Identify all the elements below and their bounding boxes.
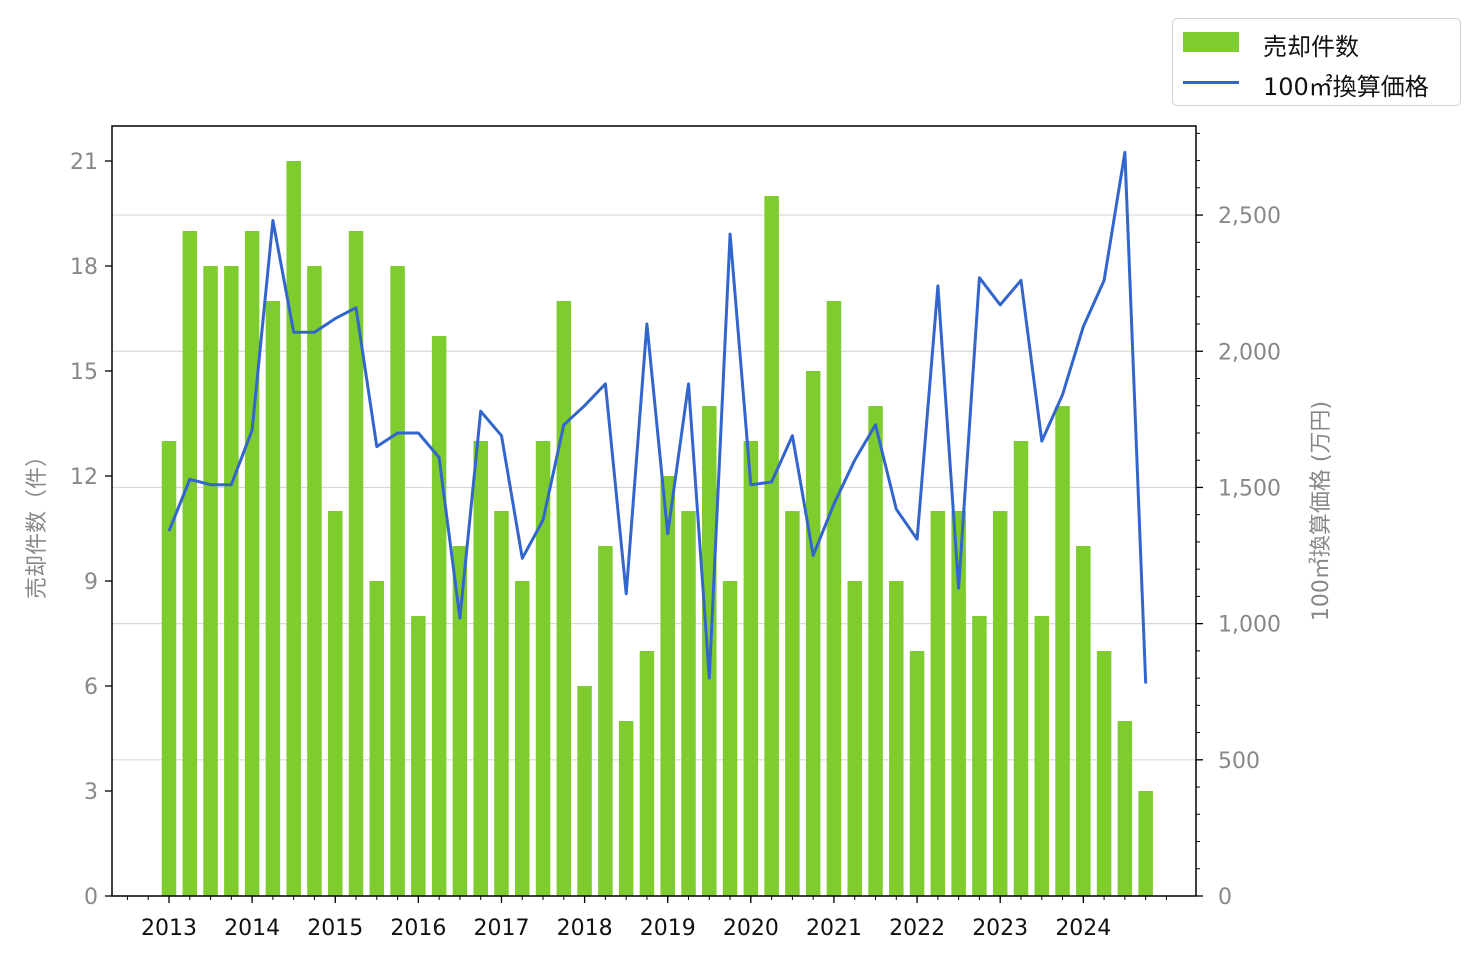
bar bbox=[847, 581, 862, 896]
bar bbox=[556, 301, 572, 896]
bar bbox=[951, 511, 966, 896]
y-right-tick-label: 0 bbox=[1218, 885, 1232, 910]
bar bbox=[930, 511, 946, 896]
y-left-tick-label: 18 bbox=[70, 255, 98, 280]
bar bbox=[1034, 616, 1050, 896]
bar bbox=[1076, 546, 1091, 896]
bar bbox=[868, 406, 883, 896]
bar bbox=[203, 266, 218, 896]
y-left-tick-label: 6 bbox=[84, 675, 98, 700]
x-tick-label: 2022 bbox=[889, 916, 945, 941]
y-right-tick-label: 2,500 bbox=[1218, 204, 1281, 229]
x-tick-label: 2014 bbox=[224, 916, 280, 941]
bar bbox=[369, 581, 385, 896]
bar bbox=[972, 616, 987, 896]
bar bbox=[411, 616, 426, 896]
bar bbox=[494, 511, 509, 896]
y-left-tick-label: 9 bbox=[84, 570, 98, 595]
x-tick-label: 2021 bbox=[806, 916, 862, 941]
y-right-tick-label: 2,000 bbox=[1218, 340, 1281, 365]
bar bbox=[681, 511, 696, 896]
bar bbox=[224, 266, 239, 896]
bar bbox=[618, 721, 634, 896]
bar bbox=[473, 441, 488, 896]
bar bbox=[805, 371, 821, 896]
x-tick-label: 2024 bbox=[1055, 916, 1111, 941]
bar bbox=[826, 301, 842, 896]
legend: 売却件数 100㎡換算価格 bbox=[1172, 18, 1461, 106]
bar bbox=[889, 581, 904, 896]
bar bbox=[307, 266, 322, 896]
bar bbox=[722, 581, 738, 896]
y-left-tick-label: 15 bbox=[70, 360, 98, 385]
x-tick-label: 2017 bbox=[473, 916, 529, 941]
x-tick-label: 2015 bbox=[307, 916, 363, 941]
bar bbox=[577, 686, 592, 896]
y-left-tick-label: 3 bbox=[84, 780, 98, 805]
price-line bbox=[167, 150, 1148, 684]
x-tick-label: 2013 bbox=[141, 916, 197, 941]
bar bbox=[161, 441, 177, 896]
x-tick-label: 2018 bbox=[557, 916, 613, 941]
bar bbox=[1055, 406, 1070, 896]
axes: 0 3 6 9 12 15 18 21 0 500 1,000 1,500 2,000 2,500 2013… bbox=[70, 132, 1281, 941]
y-right-tick-label: 500 bbox=[1218, 749, 1260, 774]
bar bbox=[1117, 721, 1133, 896]
bar bbox=[1013, 441, 1029, 896]
bar bbox=[515, 581, 530, 896]
legend-bar-swatch bbox=[1183, 32, 1239, 52]
x-tick-label: 2023 bbox=[972, 916, 1028, 941]
bar bbox=[452, 546, 468, 896]
bar bbox=[1096, 651, 1112, 896]
bar bbox=[598, 546, 613, 896]
bar bbox=[244, 231, 260, 896]
bar bbox=[431, 336, 447, 896]
y-right-label: 100㎡換算価格 (万円) bbox=[1308, 401, 1334, 621]
x-tick-label: 2016 bbox=[390, 916, 446, 941]
plot-frame bbox=[111, 125, 1197, 897]
legend-line-swatch bbox=[1183, 81, 1239, 84]
bar bbox=[660, 476, 675, 896]
y-left-label: 売却件数（件） bbox=[25, 445, 50, 599]
y-left-tick-label: 12 bbox=[70, 465, 98, 490]
bar bbox=[182, 231, 198, 896]
bar bbox=[743, 441, 759, 896]
bar bbox=[390, 266, 405, 896]
x-tick-label: 2020 bbox=[723, 916, 779, 941]
bar bbox=[327, 511, 343, 896]
bar-series bbox=[161, 161, 1153, 896]
legend-label-line: 100㎡換算価格 bbox=[1263, 73, 1429, 101]
bar bbox=[348, 231, 364, 896]
bar bbox=[1138, 791, 1153, 896]
bar bbox=[992, 511, 1008, 896]
legend-label-bar: 売却件数 bbox=[1263, 33, 1359, 61]
bar bbox=[535, 441, 551, 896]
y-right-tick-label: 1,500 bbox=[1218, 476, 1281, 501]
y-right-tick-label: 1,000 bbox=[1218, 613, 1281, 638]
y-left-tick-label: 0 bbox=[84, 885, 98, 910]
y-left-tick-label: 21 bbox=[70, 150, 98, 175]
bar bbox=[909, 651, 925, 896]
bar bbox=[785, 511, 800, 896]
bar bbox=[265, 301, 281, 896]
x-tick-label: 2019 bbox=[640, 916, 696, 941]
bar bbox=[764, 196, 779, 896]
line-series bbox=[167, 150, 1148, 684]
bar bbox=[639, 651, 655, 896]
bar bbox=[286, 161, 301, 896]
